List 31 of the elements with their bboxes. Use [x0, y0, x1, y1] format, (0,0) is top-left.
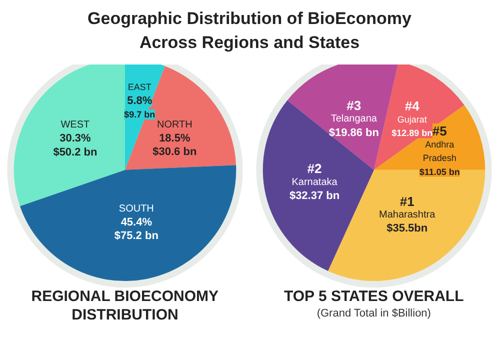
text: #5 — [432, 123, 447, 138]
text: #4 — [404, 98, 420, 114]
text: 5.8% — [127, 94, 152, 107]
data-label: $11.05 bn — [419, 166, 460, 177]
data-label: $12.89 bn — [392, 128, 433, 138]
slice-label: SOUTH — [118, 203, 154, 214]
text: 30.3% — [60, 132, 92, 145]
data-label: $75.2 bn — [114, 230, 159, 242]
data-label: $50.2 bn — [53, 146, 98, 158]
slice-label: Maharashtra — [379, 209, 436, 220]
data-label: $19.86 bn — [328, 126, 380, 139]
slice-label: Karnataka — [292, 176, 338, 188]
legend-label: Andhra Pradesh — [422, 140, 456, 164]
slice-label: WEST — [60, 120, 90, 131]
slice-label: EAST — [128, 82, 152, 92]
slice-label: Telangana — [330, 114, 378, 125]
data-label: $9.7 bn — [124, 109, 156, 120]
text: REGIONAL BIOECONOMY DISTRIBUTION — [31, 288, 218, 324]
text: TOP 5 STATES OVERALL — [284, 288, 464, 306]
slice-label: Gujarat — [397, 114, 428, 124]
data-label: $32.37 bn — [289, 190, 340, 202]
text: #2 — [307, 161, 322, 176]
data-label: $30.6 bn — [152, 146, 197, 158]
text: 45.4% — [120, 216, 152, 229]
data-label: $35.5bn — [386, 222, 428, 235]
text: Geographic Distribution of BioEconomy Across Regions and States — [88, 9, 412, 52]
slice-label: NORTH — [156, 119, 192, 130]
text: #3 — [346, 98, 362, 114]
text: 18.5% — [159, 132, 190, 145]
text: (Grand Total in $Billion) — [316, 307, 431, 320]
text: #1 — [400, 194, 414, 209]
